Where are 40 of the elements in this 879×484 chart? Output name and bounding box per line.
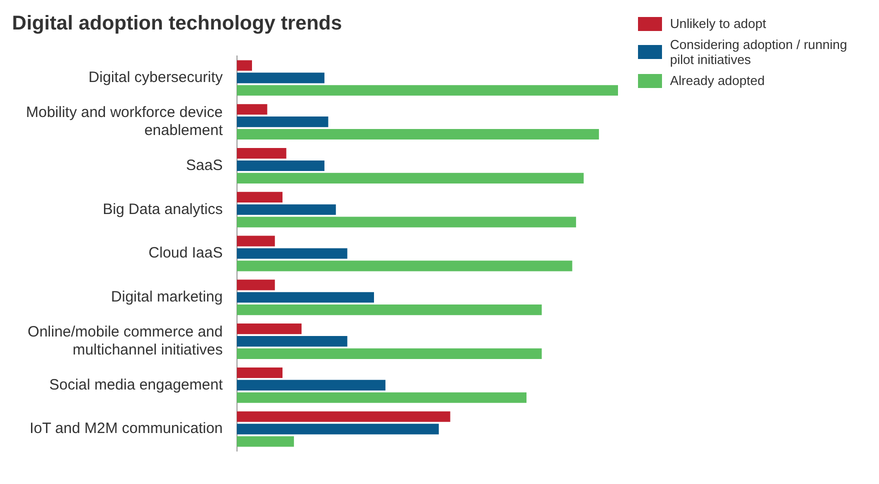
bar xyxy=(236,380,386,390)
bar xyxy=(236,336,348,347)
y-tick-label: Social media engagement xyxy=(49,376,224,394)
y-tick-label: SaaS xyxy=(186,156,223,174)
bar xyxy=(236,424,439,434)
bar xyxy=(236,348,542,359)
bar xyxy=(236,411,450,422)
bar xyxy=(236,116,328,128)
y-tick-label: Mobility and workforce device enablement xyxy=(26,104,224,139)
legend-label: Considering adoption / running pilot initiatives xyxy=(670,37,848,67)
bar xyxy=(236,367,282,378)
bar xyxy=(236,128,599,140)
chart-title: Digital adoption technology trends xyxy=(12,12,342,35)
bar xyxy=(236,160,324,172)
bar xyxy=(236,392,526,403)
bar xyxy=(236,436,294,447)
legend-label: Unlikely to adopt xyxy=(670,16,766,31)
y-tick-label: Digital marketing xyxy=(111,288,223,306)
y-tick-label: Online/mobile commerce and multichannel initiatives xyxy=(28,323,223,358)
bar xyxy=(236,324,302,334)
bar xyxy=(236,148,286,159)
bar xyxy=(236,172,584,184)
bar xyxy=(236,216,576,228)
y-tick-label: Cloud IaaS xyxy=(148,244,223,262)
legend-label: Already adopted xyxy=(670,73,765,88)
bar xyxy=(236,72,324,84)
bar xyxy=(236,248,348,259)
bar xyxy=(236,236,275,246)
bar xyxy=(236,104,268,115)
bar xyxy=(236,292,374,303)
y-tick-label: Big Data analytics xyxy=(102,200,223,218)
y-tick-label: IoT and M2M communication xyxy=(30,420,223,438)
bar xyxy=(236,280,275,290)
bar xyxy=(236,304,542,316)
bar xyxy=(236,260,572,272)
bar xyxy=(236,192,282,202)
bar xyxy=(236,60,252,71)
bar xyxy=(236,204,336,215)
y-tick-label: Digital cybersecurity xyxy=(88,69,224,86)
bar xyxy=(236,85,618,96)
